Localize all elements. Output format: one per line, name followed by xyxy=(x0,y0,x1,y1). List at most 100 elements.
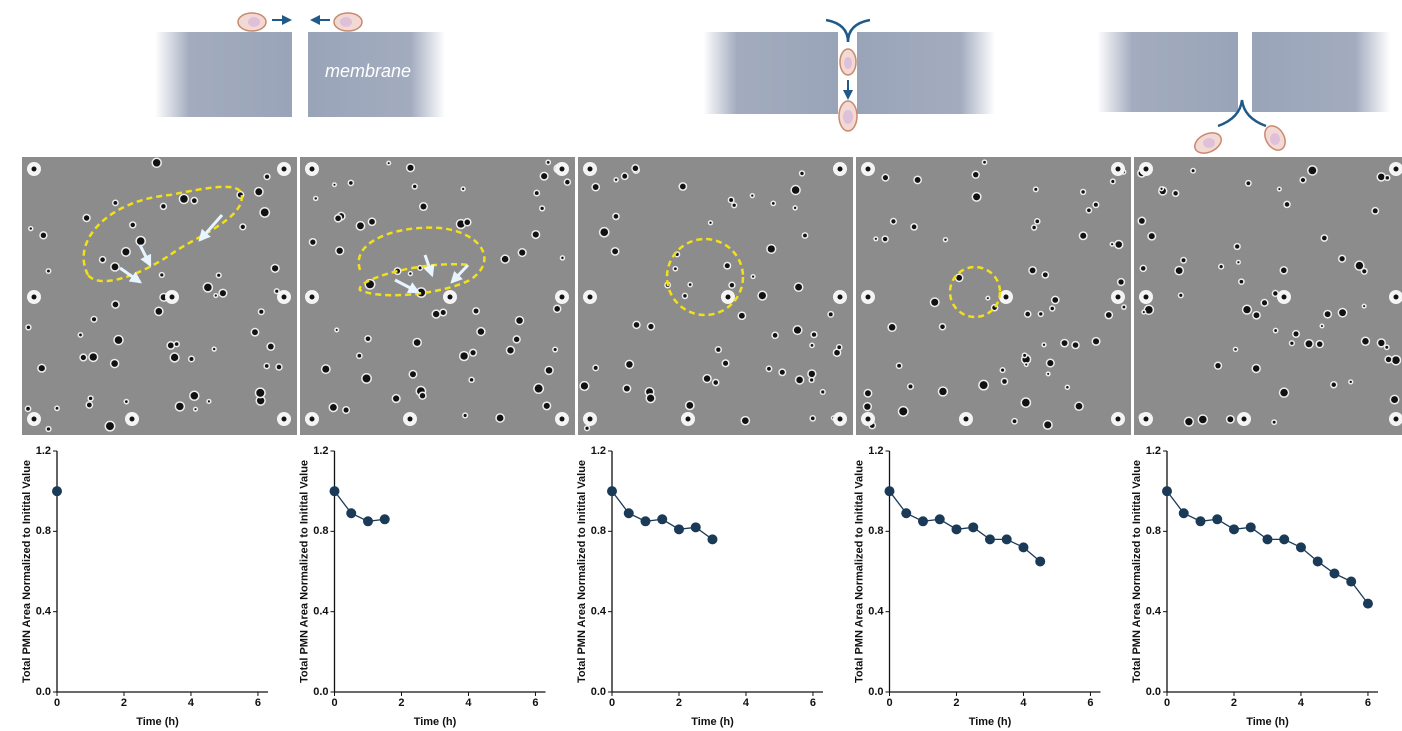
region-outline xyxy=(82,185,243,283)
data-point xyxy=(1212,514,1223,525)
data-point xyxy=(657,514,668,525)
data-point xyxy=(1262,534,1273,545)
data-point xyxy=(707,534,718,545)
arrow xyxy=(198,214,224,242)
micrograph xyxy=(856,157,1131,435)
data-point xyxy=(52,486,62,497)
x-axis-label: Time (h) xyxy=(1246,716,1289,728)
y-tick-label: 1.2 xyxy=(313,445,328,457)
micrograph xyxy=(1134,157,1402,435)
x-tick-label: 0 xyxy=(886,697,892,709)
y-tick-label: 0.4 xyxy=(868,606,884,618)
data-point xyxy=(362,516,373,527)
y-tick-label: 0.4 xyxy=(36,606,52,618)
data-point xyxy=(1162,486,1172,497)
micrograph xyxy=(300,157,575,435)
y-tick-label: 1.2 xyxy=(591,445,606,457)
data-point xyxy=(1228,524,1239,535)
y-axis-label: Total PMN Area Normalized to Initital Va… xyxy=(853,460,865,683)
series-line xyxy=(1166,490,1369,605)
data-point xyxy=(1346,576,1357,587)
data-point xyxy=(1295,542,1306,553)
data-point xyxy=(1245,522,1256,533)
series-line xyxy=(888,490,1041,562)
y-axis-label: Total PMN Area Normalized to Initital Va… xyxy=(21,460,33,683)
x-tick-label: 2 xyxy=(398,697,404,709)
x-tick-label: 2 xyxy=(676,697,682,709)
y-tick-label: 0.0 xyxy=(36,686,51,698)
region-outline xyxy=(665,237,745,317)
membrane-label: membrane xyxy=(325,61,411,81)
diagram-before: membrane xyxy=(155,12,445,117)
data-point xyxy=(607,486,617,497)
y-axis-label: Total PMN Area Normalized to Initital Va… xyxy=(576,460,588,683)
data-point xyxy=(1279,534,1290,545)
data-point xyxy=(1001,534,1012,545)
arrow xyxy=(119,266,142,284)
data-point xyxy=(640,516,651,527)
x-tick-label: 4 xyxy=(188,697,195,709)
y-tick-label: 0.8 xyxy=(36,525,51,537)
x-tick-label: 6 xyxy=(532,697,538,709)
data-point xyxy=(1329,568,1340,579)
data-point xyxy=(673,524,684,535)
y-tick-label: 0.4 xyxy=(313,606,329,618)
arrow xyxy=(450,263,470,284)
data-point xyxy=(901,508,912,519)
data-point xyxy=(1178,508,1189,519)
x-tick-label: 6 xyxy=(1087,697,1093,709)
data-point xyxy=(1312,556,1323,567)
x-tick-label: 6 xyxy=(255,697,261,709)
microscopy-panels xyxy=(22,157,1402,435)
y-tick-label: 0.8 xyxy=(313,525,328,537)
x-axis-label: Time (h) xyxy=(691,716,734,728)
y-tick-label: 0.4 xyxy=(591,606,607,618)
data-point xyxy=(1018,542,1029,553)
series-line xyxy=(333,490,385,522)
y-tick-label: 0.8 xyxy=(868,525,883,537)
x-tick-label: 2 xyxy=(953,697,959,709)
y-tick-label: 0.0 xyxy=(591,686,606,698)
diagram-after xyxy=(1097,32,1390,154)
data-point xyxy=(690,522,701,533)
data-point xyxy=(968,522,979,533)
data-point xyxy=(1362,598,1373,609)
y-axis-label: Total PMN Area Normalized to Initital Va… xyxy=(298,460,310,683)
x-tick-label: 2 xyxy=(121,697,127,709)
data-point xyxy=(623,508,634,519)
x-axis-label: Time (h) xyxy=(414,716,457,728)
micrograph xyxy=(578,157,853,435)
x-tick-label: 6 xyxy=(1365,697,1371,709)
y-tick-label: 0.0 xyxy=(1146,686,1161,698)
y-tick-label: 1.2 xyxy=(1146,445,1161,457)
data-point xyxy=(984,534,995,545)
data-point xyxy=(1195,516,1206,527)
data-point xyxy=(934,514,945,525)
region-outline xyxy=(357,226,486,297)
data-point xyxy=(1035,556,1046,567)
x-tick-label: 4 xyxy=(1020,697,1027,709)
arrow xyxy=(423,254,435,278)
y-tick-label: 0.4 xyxy=(1146,606,1162,618)
x-tick-label: 4 xyxy=(743,697,750,709)
x-tick-label: 0 xyxy=(331,697,337,709)
data-point xyxy=(884,486,895,497)
arrow xyxy=(138,244,152,268)
y-axis-label: Total PMN Area Normalized to Initital Va… xyxy=(1131,460,1143,683)
x-tick-label: 2 xyxy=(1231,697,1237,709)
y-tick-label: 0.0 xyxy=(313,686,328,698)
region-outline xyxy=(948,265,1002,319)
x-tick-label: 6 xyxy=(810,697,816,709)
data-point xyxy=(346,508,357,519)
x-tick-label: 4 xyxy=(1298,697,1305,709)
x-axis-label: Time (h) xyxy=(136,716,179,728)
y-tick-label: 0.8 xyxy=(1146,525,1161,537)
x-tick-label: 4 xyxy=(465,697,472,709)
data-point xyxy=(951,524,962,535)
x-tick-label: 0 xyxy=(609,697,615,709)
arrow xyxy=(394,278,421,294)
charts: 0.0 0.4 0.8 1.2 0 2 4 6 Time (h) Total PMN Area N… xyxy=(21,445,1378,728)
data-point xyxy=(917,516,928,527)
x-tick-label: 0 xyxy=(54,697,60,709)
x-tick-label: 0 xyxy=(1164,697,1170,709)
